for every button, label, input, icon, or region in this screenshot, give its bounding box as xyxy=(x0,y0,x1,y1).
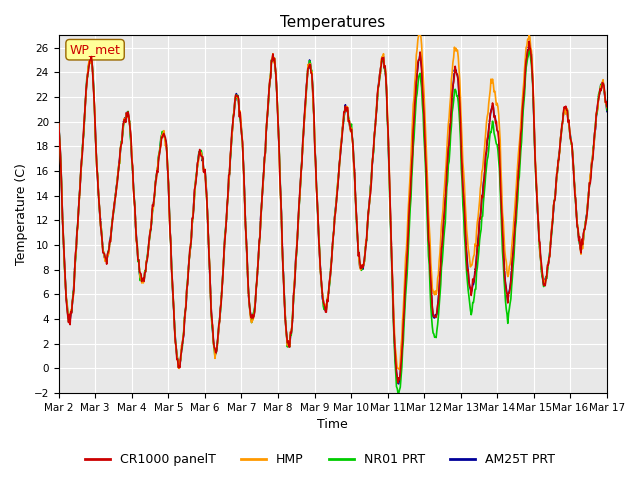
Y-axis label: Temperature (C): Temperature (C) xyxy=(15,163,28,265)
Legend: CR1000 panelT, HMP, NR01 PRT, AM25T PRT: CR1000 panelT, HMP, NR01 PRT, AM25T PRT xyxy=(80,448,560,471)
Title: Temperatures: Temperatures xyxy=(280,15,385,30)
X-axis label: Time: Time xyxy=(317,419,348,432)
Text: WP_met: WP_met xyxy=(70,43,120,56)
